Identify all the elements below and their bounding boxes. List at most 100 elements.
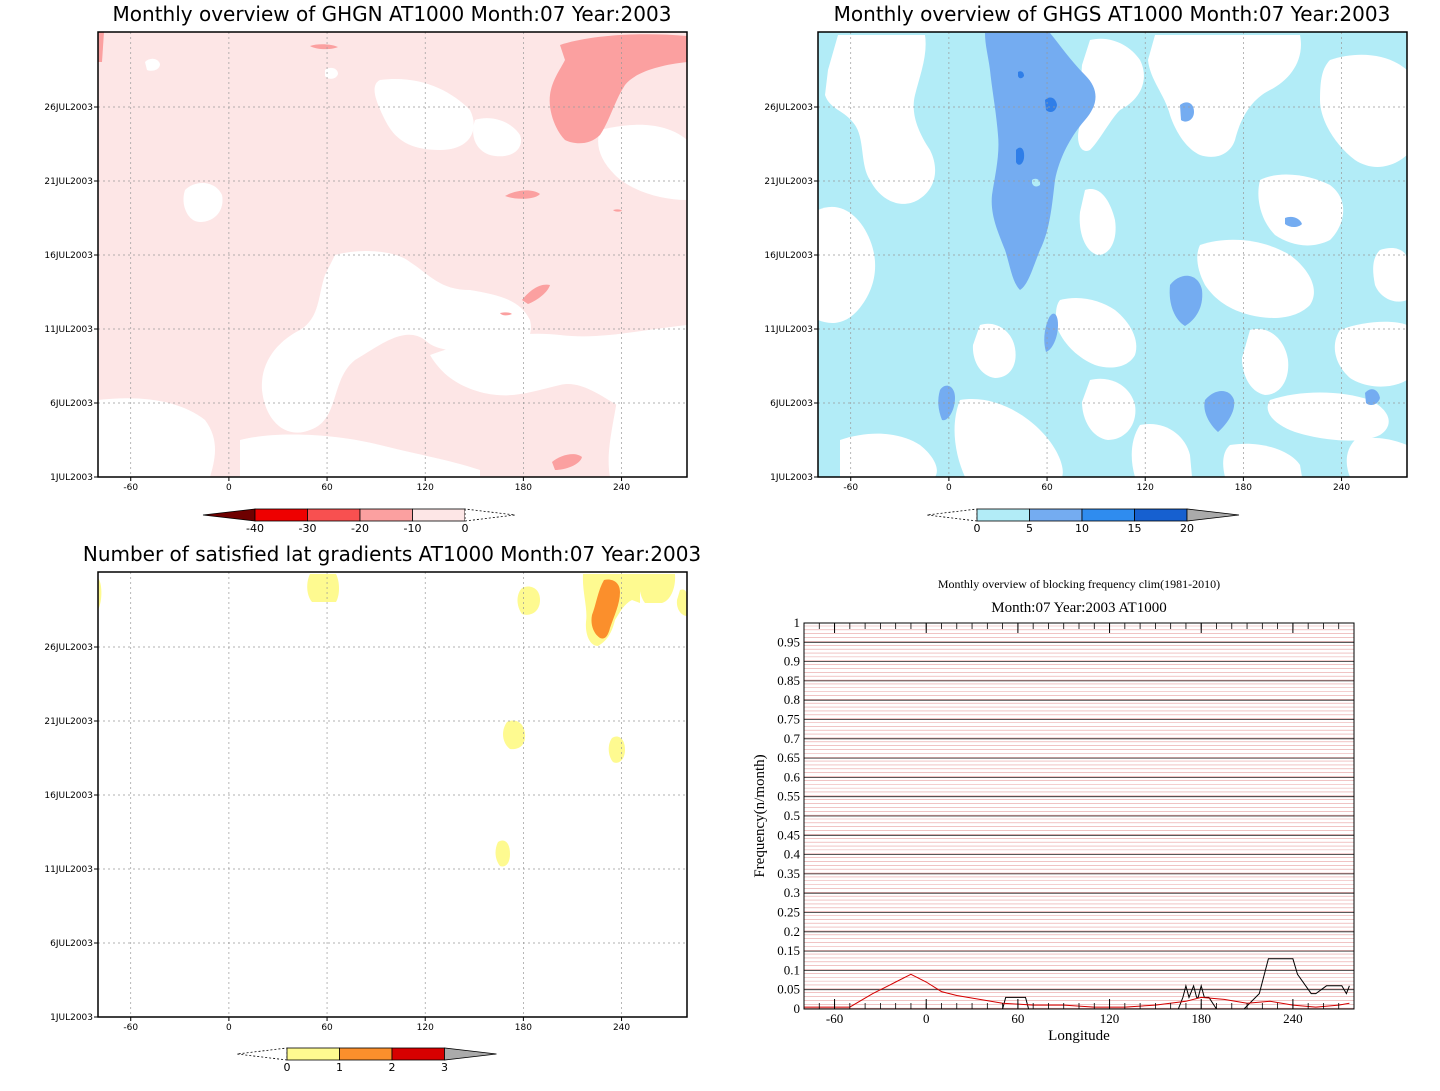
ghgn-pink-region [98,32,104,62]
colorbar-label: 0 [284,1061,291,1074]
latgrad-yellow-region [307,574,339,602]
ghgs-blue-region [938,385,955,421]
y-tick-label: 26JUL2003 [44,103,93,113]
x-tick-label: 60 [321,1023,333,1033]
colorbar-label: -40 [246,522,264,535]
latgrad-yellow-region [98,578,102,610]
x-tick-label: 0 [226,1023,232,1033]
x-tick-label: -60 [123,1023,138,1033]
panel-ghgs-ticks: -60 0 60 120 180 240 1JUL2003 6JUL2003 11JUL2003… [764,103,1350,493]
x-tick-label: 180 [1191,1011,1211,1026]
colorbar-segment [339,1047,393,1061]
ghgn-pink-region [310,44,338,50]
ghgs-white-region [1267,392,1389,441]
x-tick-label: -60 [123,483,138,493]
ghgs-white-region [1242,329,1289,395]
colorbar-label: 0 [974,522,981,535]
ghgs-white-region [1258,174,1344,246]
y-tick-label: 11JUL2003 [764,325,813,335]
ghgs-white-region [1373,248,1407,302]
y-tick-label: 16JUL2003 [44,251,93,261]
x-tick-label: 120 [1137,483,1154,493]
ghgs-blue-region [1365,389,1380,406]
panel-ghgn-grid [98,32,687,477]
ghgs-dark-blue-spot [1016,147,1025,165]
panel-blocking-frequency: Monthly overview of blocking frequency c… [752,577,1355,1044]
y-tick-label: 0.6 [784,769,801,784]
ghgs-blue-region [985,33,1096,290]
blocking-title: Monthly overview of blocking frequency c… [938,577,1220,591]
ghgs-white-region [954,399,1063,477]
y-tick-label: 1JUL2003 [50,1013,93,1023]
y-tick-label: 26JUL2003 [44,643,93,653]
panel-ghgs: Monthly overview of GHGS AT1000 Month:07… [764,2,1408,535]
ghgn-white-region [261,250,531,433]
latgrad-yellow-region [639,574,676,603]
x-tick-label: 60 [1041,483,1053,493]
y-tick-label: 6JUL2003 [50,939,93,949]
ghgs-white-region [1078,38,1144,151]
panel-lat-gradients-ticks: -60 0 60 120 180 240 1JUL2003 6JUL2003 11JUL2003… [44,643,630,1033]
panel-lat-gradients: Number of satisfied lat gradients AT1000… [44,542,701,1074]
panel-lat-gradients-grid [98,572,687,1017]
ghgs-white-region [1346,437,1407,477]
ghgn-white-region [145,58,160,71]
y-tick-label: 6JUL2003 [770,399,813,409]
x-tick-label: 120 [417,483,434,493]
blocking-gridlines [804,622,1354,1010]
y-tick-label: 11JUL2003 [44,325,93,335]
y-tick-label: 0.35 [777,866,800,881]
latgrad-orange-region [591,579,620,639]
y-tick-label: 1 [794,615,801,630]
colorbar-segment [976,508,1030,522]
ghgs-white-region [825,35,936,204]
y-tick-label: 1JUL2003 [770,473,813,483]
ghgn-pink-region [552,454,582,470]
ghgs-white-region [1082,378,1136,440]
ghgs-dark-blue-spot [1045,97,1057,113]
blocking-xlabel: Longitude [1048,1028,1110,1044]
y-tick-label: 16JUL2003 [44,791,93,801]
y-tick-label: 0.25 [777,905,800,920]
panel-lat-gradients-colorbar: 0 1 2 3 [236,1047,497,1074]
colorbar-label: 0 [462,522,469,535]
blocking-ticks: 0 0.05 0.1 0.15 0.2 0.25 0.3 0.35 0.4 0.45 0.5 0.55… [777,615,1355,1026]
colorbar-segment [359,508,413,522]
x-tick-label: 60 [321,483,333,493]
ghgn-pink-region [500,312,512,316]
ghgs-white-region [1148,35,1301,157]
colorbar-label: 20 [1180,522,1194,535]
y-tick-label: 0.2 [784,924,800,939]
blocking-subtitle: Month:07 Year:2003 AT1000 [991,600,1166,616]
x-tick-label: -60 [826,1011,843,1026]
y-tick-label: 0.5 [784,808,800,823]
x-tick-label: 0 [946,483,952,493]
ghgn-white-region [473,118,521,157]
ghgn-pink-region [613,209,622,212]
panel-ghgn-title: Monthly overview of GHGN AT1000 Month:07… [113,2,672,26]
ghgn-pink-region [549,34,687,144]
y-tick-label: 0.85 [777,673,800,688]
latgrad-yellow-region [495,840,510,867]
ghgs-white-region [840,433,937,477]
blocking-hatch-lines [804,625,1354,1009]
colorbar-segment [412,508,466,522]
colorbar-label: -30 [299,522,317,535]
colorbar-extend-high [1186,508,1240,522]
x-tick-label: 120 [1100,1011,1120,1026]
ghgs-white-region [972,323,1016,378]
ghgs-white-region [1131,424,1192,477]
colorbar-segment [1134,508,1188,522]
latgrad-yellow-region [676,589,687,616]
ghgn-white-region [608,374,687,477]
blocking-ylabel: Frequency(n/month) [752,754,768,877]
colorbar-extend-high [464,508,516,522]
colorbar-extend-low [236,1047,288,1061]
ghgs-blue-region [1169,275,1203,326]
y-tick-label: 0.4 [784,847,801,862]
y-tick-label: 0.7 [784,731,801,746]
x-tick-label: 0 [226,483,232,493]
y-tick-label: 21JUL2003 [44,717,93,727]
panel-lat-gradients-title: Number of satisfied lat gradients AT1000… [83,542,701,566]
